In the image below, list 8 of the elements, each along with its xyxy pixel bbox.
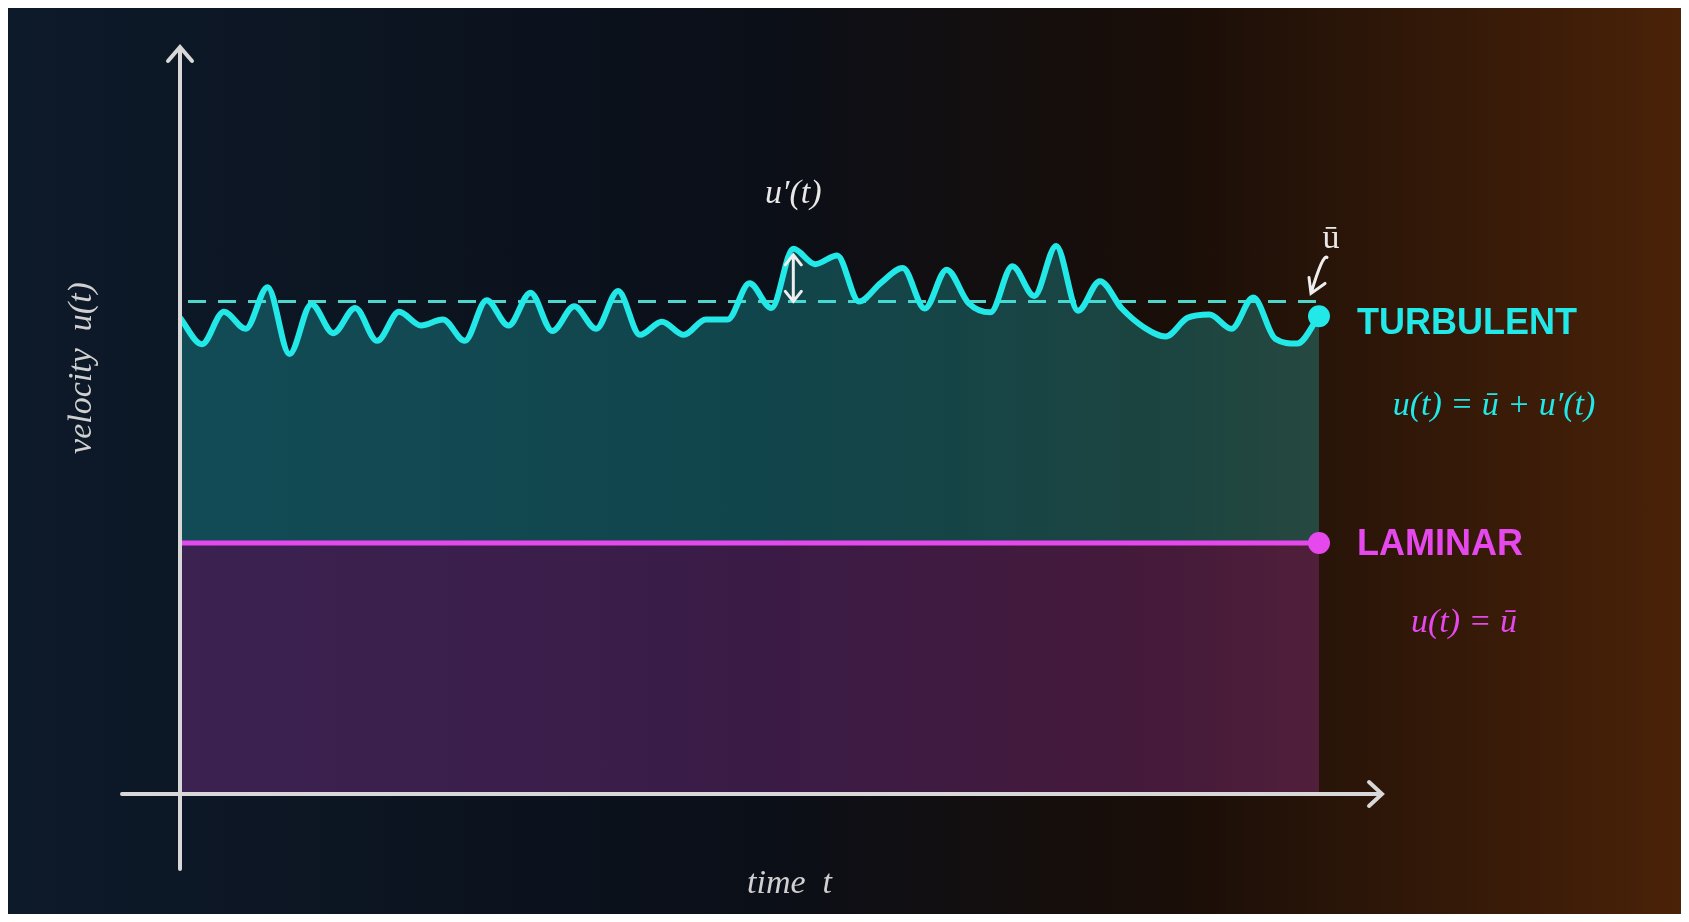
ref-line-label: ū [1322,218,1340,256]
x-axis-title: time t [747,862,834,900]
y-axis-title: velocity u(t) [60,282,99,454]
series-label: LAMINAR [1357,521,1523,563]
text: u(t) = ū + u′(t) [1392,385,1596,424]
text: u(t) = ū [1410,601,1518,640]
series-label: TURBULENT [1357,301,1577,343]
text: u′(t) [765,172,822,211]
